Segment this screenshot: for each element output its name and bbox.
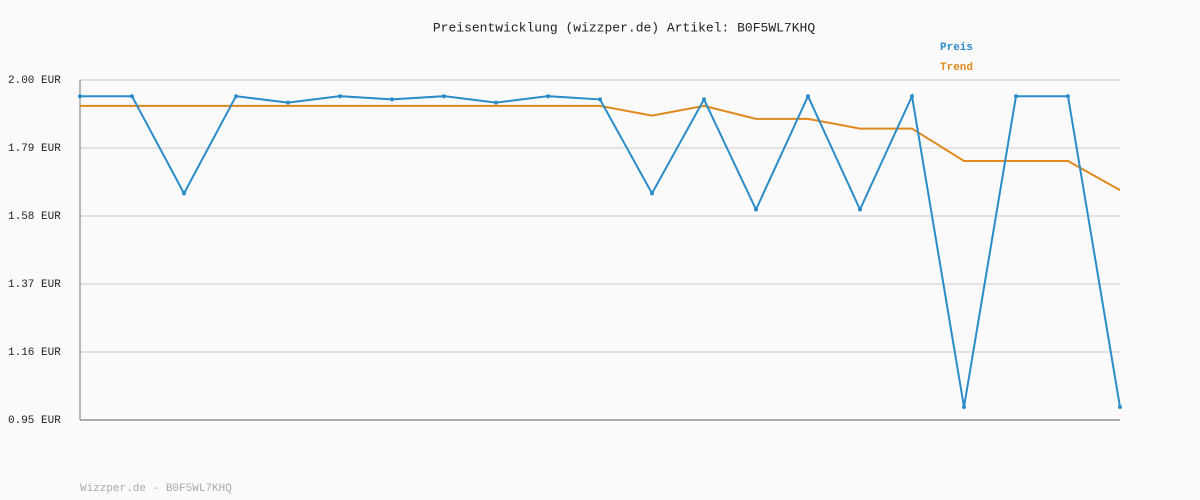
point bbox=[494, 100, 498, 105]
y-tick-label: 1.37 EUR bbox=[8, 279, 61, 291]
point bbox=[182, 191, 186, 196]
point bbox=[1014, 94, 1018, 99]
point bbox=[442, 94, 446, 99]
point bbox=[858, 207, 862, 212]
chart-title: Preisentwicklung (wizzper.de) Artikel: B… bbox=[433, 20, 815, 35]
point bbox=[286, 100, 290, 105]
legend-entry: Trend bbox=[940, 62, 973, 74]
y-tick-label: 0.95 EUR bbox=[8, 415, 61, 427]
point bbox=[234, 94, 238, 99]
point bbox=[806, 94, 810, 99]
point bbox=[78, 94, 82, 99]
point bbox=[338, 94, 342, 99]
point bbox=[910, 94, 914, 99]
point bbox=[702, 97, 706, 102]
y-tick-label: 1.79 EUR bbox=[8, 143, 61, 155]
series-line bbox=[80, 104, 1121, 191]
point bbox=[390, 97, 394, 102]
y-tick-label: 1.16 EUR bbox=[8, 347, 61, 359]
y-tick-label: 1.58 EUR bbox=[8, 211, 61, 223]
point bbox=[546, 94, 550, 99]
footer: Wizzper.de - B0F5WL7KHQ bbox=[80, 483, 232, 495]
point bbox=[962, 405, 966, 410]
point bbox=[598, 97, 602, 102]
point bbox=[1066, 94, 1070, 99]
point bbox=[754, 207, 758, 212]
point bbox=[1118, 405, 1122, 410]
legend-entry: Preis bbox=[940, 42, 973, 54]
y-tick-label: 2.00 EUR bbox=[8, 75, 61, 87]
point bbox=[650, 191, 654, 196]
point bbox=[130, 94, 134, 99]
